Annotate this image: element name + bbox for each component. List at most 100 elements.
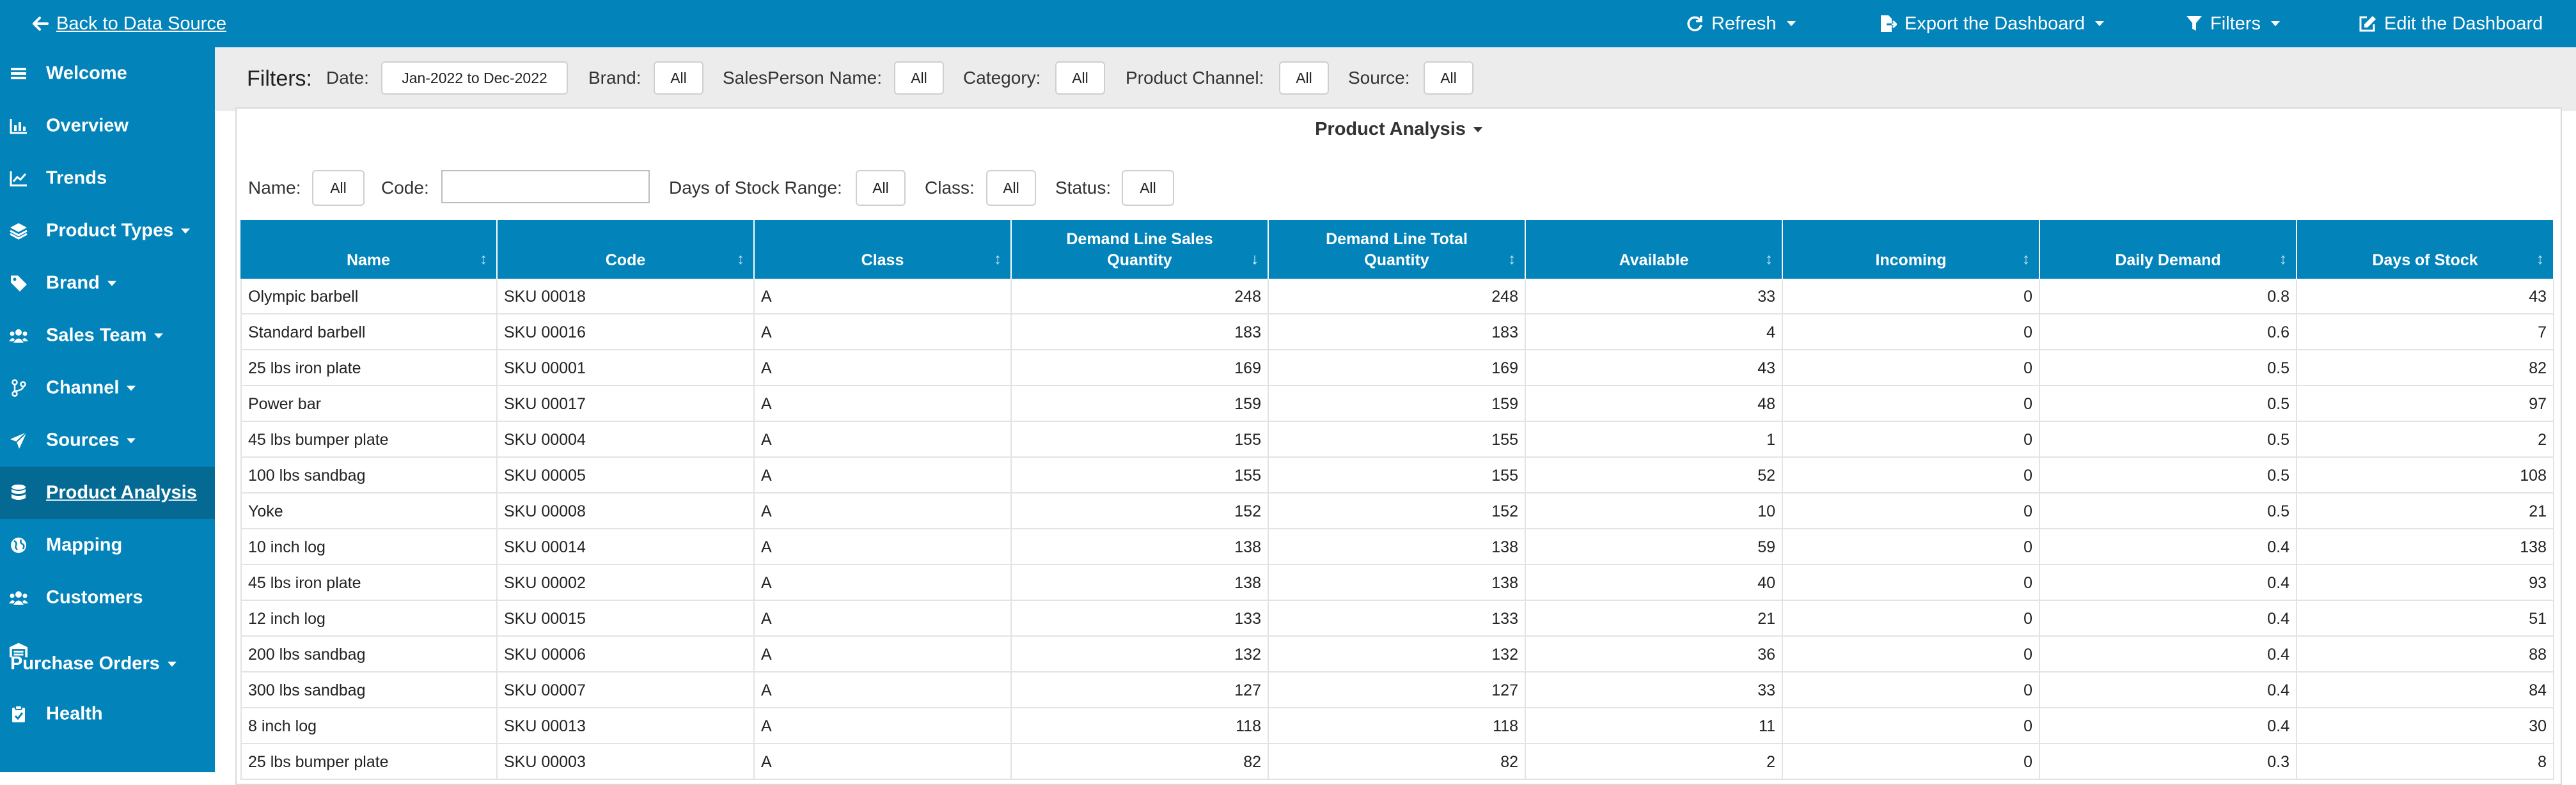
refresh-button[interactable]: Refresh	[1686, 0, 1796, 47]
table-row[interactable]: 100 lbs sandbag SKU 00005 A 155 155 52 0 0.5 108	[240, 458, 2554, 494]
send-icon	[9, 431, 28, 450]
sidebar-item-label: Sales Team	[46, 325, 164, 346]
cell-incoming: 0	[1783, 672, 2040, 708]
sidebar-item-overview[interactable]: Overview	[0, 100, 215, 152]
name-filter-button[interactable]: All	[312, 170, 365, 206]
cell-demand-line-total-quantity: 183	[1269, 315, 1526, 350]
sidebar-item-customers[interactable]: Customers	[0, 571, 215, 624]
status-filter-button[interactable]: All	[1122, 170, 1174, 206]
table-row[interactable]: 45 lbs iron plate SKU 00002 A 138 138 40 0 0.4 9…	[240, 565, 2554, 601]
caret-down-icon	[127, 385, 136, 391]
sidebar-item-sources[interactable]: Sources	[0, 414, 215, 467]
column-header-label: Days of Stock	[2372, 251, 2478, 269]
caret-down-icon	[181, 228, 191, 234]
cell-demand-line-total-quantity: 155	[1269, 422, 1526, 458]
column-header-demand-line-sales-quantity[interactable]: Demand Line Sales Quantity ↓	[1012, 220, 1269, 279]
sidebar-item-label: Brand	[46, 273, 116, 294]
product-channel-filter-button[interactable]: All	[1279, 61, 1329, 95]
column-header-available[interactable]: Available ↕	[1526, 220, 1783, 279]
cell-name: Olympic barbell	[240, 279, 498, 315]
cell-class: A	[755, 601, 1012, 637]
cell-incoming: 0	[1783, 601, 2040, 637]
table-row[interactable]: 25 lbs iron plate SKU 00001 A 169 169 43 0 0.5 8…	[240, 350, 2554, 386]
table-row[interactable]: Power bar SKU 00017 A 159 159 48 0 0.5 97	[240, 386, 2554, 422]
sidebar-item-product-types[interactable]: Product Types	[0, 205, 215, 257]
sidebar-item-trends[interactable]: Trends	[0, 152, 215, 205]
cell-class: A	[755, 637, 1012, 672]
filters-button[interactable]: Filters	[2186, 0, 2280, 47]
table-row[interactable]: 200 lbs sandbag SKU 00006 A 132 132 36 0 0.4 88	[240, 637, 2554, 672]
cell-daily-demand: 0.5	[2040, 494, 2297, 529]
days-of-stock-range-button[interactable]: All	[856, 170, 906, 206]
cell-name: 25 lbs iron plate	[240, 350, 498, 386]
class-filter-button[interactable]: All	[986, 170, 1036, 206]
cell-demand-line-sales-quantity: 118	[1012, 708, 1269, 744]
cell-days-of-stock: 88	[2297, 637, 2554, 672]
cell-demand-line-sales-quantity: 132	[1012, 637, 1269, 672]
panel-title-dropdown[interactable]: Product Analysis	[237, 119, 2561, 140]
table-row[interactable]: Yoke SKU 00008 A 152 152 10 0 0.5 21	[240, 494, 2554, 529]
sidebar-item-purchase-orders[interactable]: Purchase Orders	[0, 624, 215, 688]
sidebar-item-brand[interactable]: Brand	[0, 257, 215, 309]
table-row[interactable]: 300 lbs sandbag SKU 00007 A 127 127 33 0 0.4 84	[240, 672, 2554, 708]
column-header-name[interactable]: Name ↕	[240, 220, 498, 279]
table-row[interactable]: 45 lbs bumper plate SKU 00004 A 155 155 1 0 0.5…	[240, 422, 2554, 458]
sort-icon: ↕	[737, 251, 744, 268]
table-row[interactable]: 10 inch log SKU 00014 A 138 138 59 0 0.4 138	[240, 529, 2554, 565]
panel-title: Product Analysis	[1315, 119, 1466, 139]
code-filter-input[interactable]	[441, 170, 650, 203]
caret-down-icon	[1786, 21, 1796, 26]
table-row[interactable]: Olympic barbell SKU 00018 A 248 248 33 0 0.8 43	[240, 279, 2554, 315]
cell-days-of-stock: 43	[2297, 279, 2554, 315]
cell-name: Standard barbell	[240, 315, 498, 350]
table-row[interactable]: 25 lbs bumper plate SKU 00003 A 82 82 2 0 0.3 8	[240, 744, 2554, 780]
cell-demand-line-total-quantity: 118	[1269, 708, 1526, 744]
cell-available: 36	[1526, 637, 1783, 672]
sidebar-item-channel[interactable]: Channel	[0, 362, 215, 414]
caret-down-icon	[127, 438, 136, 444]
sort-icon: ↕	[1765, 251, 1773, 268]
caret-down-icon	[2095, 21, 2105, 26]
source-filter-button[interactable]: All	[1424, 61, 1473, 95]
category-filter-button[interactable]: All	[1055, 61, 1105, 95]
cell-daily-demand: 0.6	[2040, 315, 2297, 350]
cell-available: 43	[1526, 350, 1783, 386]
export-dashboard-button[interactable]: Export the Dashboard	[1879, 0, 2105, 47]
cell-demand-line-sales-quantity: 138	[1012, 565, 1269, 601]
column-header-class[interactable]: Class ↕	[755, 220, 1012, 279]
sidebar-item-health[interactable]: Health	[0, 688, 215, 740]
brand-filter-button[interactable]: All	[654, 61, 703, 95]
globe-icon	[9, 536, 28, 555]
salesperson-filter-button[interactable]: All	[894, 61, 944, 95]
table-row[interactable]: Standard barbell SKU 00016 A 183 183 4 0 0.6 7	[240, 315, 2554, 350]
sidebar-item-welcome[interactable]: Welcome	[0, 47, 215, 100]
column-header-demand-line-total-quantity[interactable]: Demand Line Total Quantity ↕	[1269, 220, 1526, 279]
cell-available: 21	[1526, 601, 1783, 637]
cell-incoming: 0	[1783, 350, 2040, 386]
sidebar-item-product-analysis[interactable]: Product Analysis	[0, 467, 215, 519]
caret-down-icon	[2270, 21, 2280, 26]
refresh-label: Refresh	[1711, 13, 1777, 34]
cell-demand-line-total-quantity: 159	[1269, 386, 1526, 422]
sort-icon: ↕	[2279, 251, 2287, 268]
cell-available: 4	[1526, 315, 1783, 350]
cell-class: A	[755, 386, 1012, 422]
edit-dashboard-button[interactable]: Edit the Dashboard	[2359, 0, 2543, 47]
table-row[interactable]: 12 inch log SKU 00015 A 133 133 21 0 0.4 51	[240, 601, 2554, 637]
column-header-incoming[interactable]: Incoming ↕	[1783, 220, 2040, 279]
table-row[interactable]: 8 inch log SKU 00013 A 118 118 11 0 0.4 30	[240, 708, 2554, 744]
date-filter-button[interactable]: Jan-2022 to Dec-2022	[381, 61, 568, 95]
sidebar-item-sales-team[interactable]: Sales Team	[0, 309, 215, 362]
caret-down-icon	[154, 333, 164, 339]
column-header-days-of-stock[interactable]: Days of Stock ↕	[2297, 220, 2554, 279]
cell-available: 10	[1526, 494, 1783, 529]
sort-icon: ↕	[2536, 251, 2544, 268]
column-header-code[interactable]: Code ↕	[498, 220, 755, 279]
code-filter-label: Code:	[381, 178, 429, 198]
back-to-data-source-link[interactable]: Back to Data Source	[32, 0, 226, 47]
column-header-daily-demand[interactable]: Daily Demand ↕	[2040, 220, 2297, 279]
arrow-left-icon	[33, 17, 49, 31]
cell-name: Yoke	[240, 494, 498, 529]
cell-available: 52	[1526, 458, 1783, 494]
sidebar-item-mapping[interactable]: Mapping	[0, 519, 215, 571]
